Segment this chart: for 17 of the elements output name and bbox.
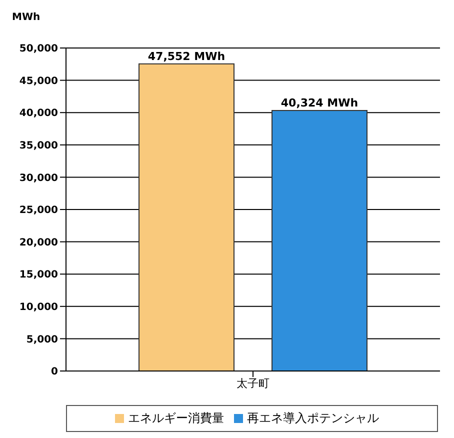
y-tick-label: 40,000	[19, 108, 58, 120]
y-tick-label: 20,000	[19, 237, 58, 248]
legend-label: 再エネ導入ポテンシャル	[247, 411, 379, 425]
x-tick-label: 太子町	[236, 376, 270, 390]
y-axis-title: MWh	[12, 12, 40, 23]
y-tick-label: 35,000	[19, 140, 58, 152]
y-tick-label: 10,000	[19, 302, 58, 313]
y-tick-label: 45,000	[19, 76, 58, 87]
y-tick-label: 0	[51, 366, 58, 378]
y-tick-label: 30,000	[19, 172, 58, 184]
y-tick-label: 15,000	[19, 270, 58, 281]
y-tick-label: 5,000	[26, 334, 58, 346]
data-label: 40,324 MWh	[280, 96, 358, 110]
y-tick-label: 50,000	[19, 44, 58, 55]
y-tick-label: 25,000	[19, 205, 58, 216]
legend-label: エネルギー消費量	[128, 411, 224, 425]
data-label: 47,552 MWh	[148, 50, 226, 63]
